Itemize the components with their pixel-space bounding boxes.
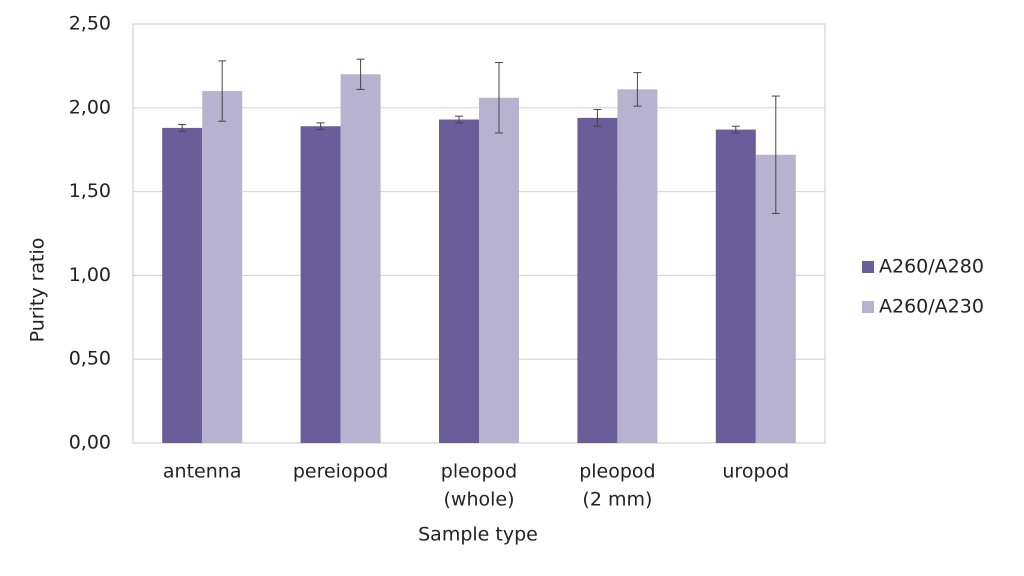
bar <box>439 119 479 444</box>
bar <box>617 89 658 443</box>
legend-swatch <box>862 301 874 313</box>
x-tick-label: pereiopod <box>293 461 388 483</box>
x-axis-title: Sample type <box>418 524 538 546</box>
x-tick-label: (2 mm) <box>582 489 652 511</box>
bar <box>340 74 381 443</box>
y-tick-label: 1,00 <box>69 264 111 286</box>
y-tick-label: 1,50 <box>69 180 111 202</box>
y-axis-title: Purity ratio <box>27 238 49 343</box>
y-tick-label: 2,00 <box>69 96 111 118</box>
bar <box>300 126 341 444</box>
y-tick-label: 0,00 <box>69 432 111 454</box>
legend-label: A260/A230 <box>879 296 984 318</box>
y-tick-label: 2,50 <box>69 13 111 35</box>
legend-label: A260/A280 <box>879 256 984 278</box>
x-tick-label: antenna <box>163 461 242 483</box>
bar <box>577 117 618 443</box>
bar <box>715 129 756 443</box>
bar <box>479 97 519 443</box>
legend-swatch <box>862 261 874 273</box>
bar <box>202 91 243 443</box>
y-tick-label: 0,50 <box>69 348 111 370</box>
x-tick-label: (whole) <box>444 489 515 511</box>
x-tick-label: pleopod <box>579 461 655 483</box>
bar <box>162 127 203 444</box>
x-tick-label: uropod <box>722 461 789 483</box>
x-tick-label: pleopod <box>441 461 517 483</box>
